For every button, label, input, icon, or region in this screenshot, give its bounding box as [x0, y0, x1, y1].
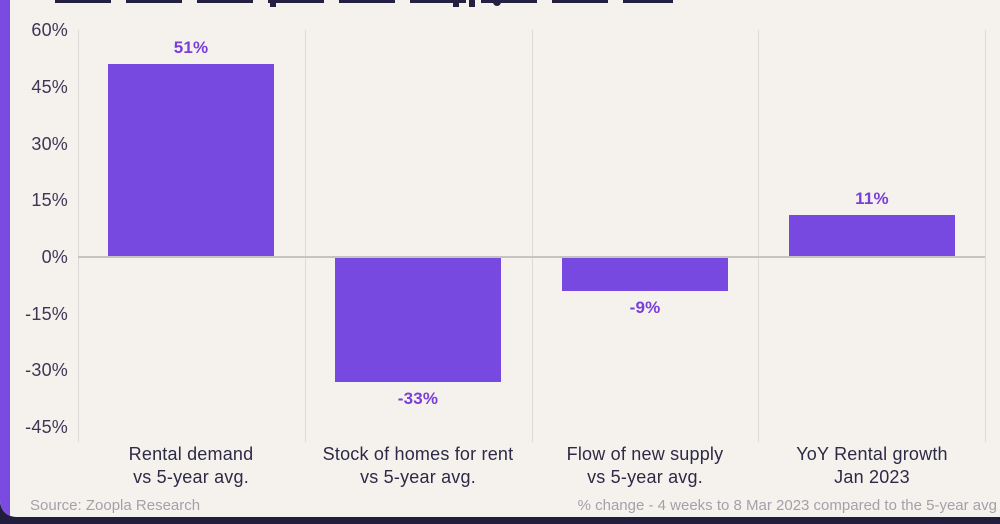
zero-baseline — [78, 256, 985, 258]
bar-value-label: 51% — [173, 38, 209, 57]
category-label-line: vs 5-year avg. — [360, 467, 476, 487]
bar-1 — [108, 64, 274, 257]
category-label-line: Rental demand — [128, 444, 254, 464]
y-axis-tick-label: -30% — [25, 360, 68, 381]
footnote: % change - 4 weeks to 8 Mar 2023 compare… — [577, 497, 997, 514]
vertical-gridline — [305, 30, 306, 442]
category-label-line: vs 5-year avg. — [587, 467, 703, 487]
y-axis-tick-label: 30% — [31, 133, 68, 154]
left-accent-stripe — [0, 0, 10, 517]
y-axis-tick-label: -15% — [25, 303, 68, 324]
source-note: Source: Zoopla Research — [30, 497, 201, 514]
category-label: Stock of homes for rent vs 5-year avg. — [288, 443, 548, 489]
y-axis-tick-label: -45% — [25, 417, 68, 438]
chart-footer: Source: Zoopla Research % change - 4 wee… — [0, 497, 1000, 517]
y-axis-tick-label: 0% — [41, 247, 68, 267]
y-axis-tick-label: 15% — [31, 190, 68, 211]
bar-2 — [335, 257, 501, 382]
bar-4 — [789, 215, 955, 257]
y-axis-tick-label: 45% — [31, 76, 68, 97]
clipped-title-descender — [493, 0, 501, 6]
category-label-line: YoY Rental growth — [796, 444, 948, 464]
category-label-line: Stock of homes for rent — [322, 444, 514, 464]
y-axis-tick-label: 60% — [31, 20, 68, 41]
bar-3 — [562, 257, 728, 291]
vertical-gridline — [78, 30, 79, 442]
category-label: Rental demand vs 5-year avg. — [61, 443, 321, 489]
clipped-title-descender — [453, 0, 459, 7]
bar-value-label: 11% — [855, 189, 889, 208]
category-label: YoY Rental growth Jan 2023 — [742, 443, 1000, 489]
bar-value-label: -33% — [397, 389, 439, 408]
clipped-title-descender — [270, 0, 276, 7]
vertical-gridline — [758, 30, 759, 442]
vertical-gridline — [532, 30, 533, 442]
clipped-chart-title — [55, 0, 673, 8]
category-label: Flow of new supply vs 5-year avg. — [515, 443, 775, 489]
category-label-line: Flow of new supply — [566, 444, 724, 464]
clipped-title-fragment — [55, 0, 673, 3]
category-label-line: Jan 2023 — [834, 467, 910, 487]
bar-value-label: -9% — [629, 298, 661, 317]
vertical-gridline — [985, 30, 986, 442]
clipped-title-descender — [469, 0, 475, 7]
category-label-line: vs 5-year avg. — [133, 467, 249, 487]
